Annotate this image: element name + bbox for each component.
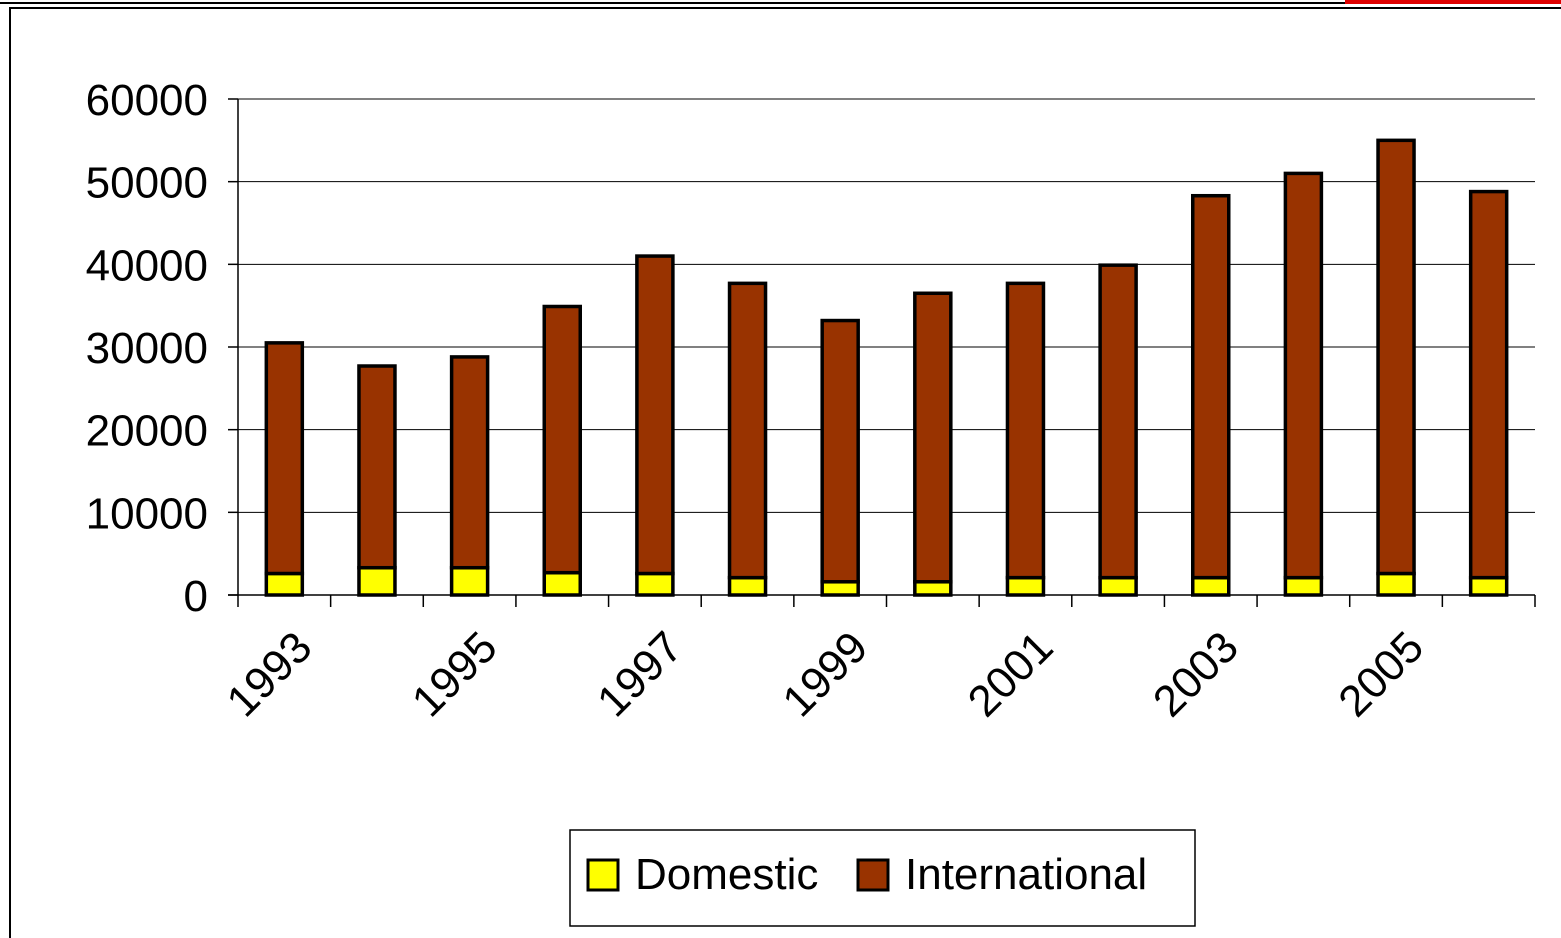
x-tick-label: 2005 [1329,622,1433,726]
bar-domestic-2006 [1468,575,1509,597]
x-tick-label: 1997 [588,622,692,726]
bar-international-1996 [542,304,582,575]
x-tick-labels: 1993 1995 1997 1999 2001 2003 2005 [218,622,1434,726]
x-tick-label: 1995 [403,622,507,726]
x-tick-label: 1999 [773,622,877,726]
y-tick-label: 20000 [86,407,208,456]
x-tick-label: 2003 [1144,622,1248,726]
y-tick-label: 50000 [86,159,208,208]
bar-international-2002 [1098,263,1138,580]
bar-domestic-1993 [264,571,305,597]
legend: Domestic International [569,829,1196,927]
legend-swatch-domestic [586,858,620,892]
top-right-red-strip [1345,0,1561,4]
bar-domestic-2004 [1283,575,1324,597]
bar-international-2001 [1005,281,1046,580]
chart-area-frame [9,7,1561,938]
bar-domestic-2002 [1098,575,1138,597]
bar-international-2004 [1283,171,1324,580]
y-tick-label: 30000 [86,324,208,373]
bar-domestic-1996 [542,570,582,597]
x-tick-label: 2001 [959,622,1063,726]
bar-international-2000 [913,291,953,584]
bar-international-2003 [1191,193,1231,580]
y-tick-labels: 0 10000 20000 30000 40000 50000 60000 [86,76,208,621]
bar-international-2006 [1468,189,1509,580]
y-tick-label: 0 [184,572,208,621]
legend-swatch-international [856,858,890,892]
bar-international-1997 [635,254,675,576]
x-tick-label: 1993 [218,622,322,726]
axes [228,98,1536,607]
legend-label-international: International [905,850,1147,899]
bar-domestic-1999 [820,580,860,597]
bar-international-1994 [357,364,397,570]
y-tick-label: 40000 [86,241,208,290]
bar-domestic-2000 [913,580,953,597]
y-tick-label: 60000 [86,76,208,125]
bar-international-1998 [727,281,768,580]
bar-international-1993 [264,341,305,576]
bar-international-2005 [1376,138,1416,576]
bar-international-1999 [820,318,860,584]
bar-domestic-2001 [1005,575,1046,597]
bar-domestic-1998 [727,575,768,597]
bar-domestic-2003 [1191,575,1231,597]
legend-label-domestic: Domestic [635,850,818,899]
gridlines [238,98,1535,513]
bars [264,138,1509,597]
bar-domestic-1994 [357,565,397,597]
bar-domestic-1995 [449,565,490,597]
bar-international-1995 [449,355,490,570]
y-tick-label: 10000 [86,489,208,538]
bar-domestic-2005 [1376,571,1416,597]
bar-domestic-1997 [635,571,675,597]
